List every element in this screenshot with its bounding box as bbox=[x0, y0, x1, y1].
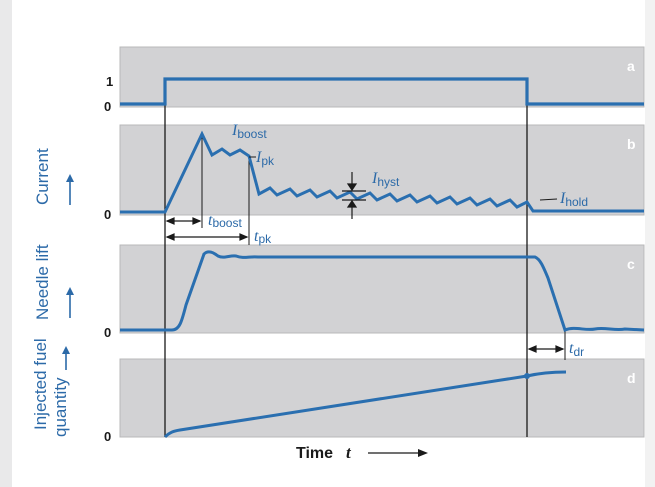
panel-a: a bbox=[119, 46, 645, 108]
current-trace bbox=[120, 130, 644, 214]
t-boost-label: tboost bbox=[208, 212, 242, 230]
needle-lift-axis-label: Needle lift bbox=[33, 244, 74, 320]
right-margin-strip bbox=[645, 0, 655, 487]
panel-c-tick-0: 0 bbox=[104, 325, 111, 340]
tboost-arrow bbox=[165, 217, 202, 225]
current-ylabel: Current bbox=[33, 148, 52, 205]
i-pk-label: Ipk bbox=[255, 149, 275, 168]
i-hyst-label: Ihyst bbox=[371, 170, 400, 189]
panel-b-tick-0: 0 bbox=[104, 207, 111, 222]
panel-b: b bbox=[119, 124, 645, 216]
fuel-quantity-ylabel-line1: Injected fuel bbox=[31, 338, 50, 430]
panel-c: c bbox=[119, 244, 645, 334]
left-margin-strip bbox=[0, 0, 12, 487]
panel-d-letter: d bbox=[627, 370, 636, 386]
i-hold-label: Ihold bbox=[559, 190, 588, 209]
panel-a-letter: a bbox=[627, 58, 635, 74]
needle-lift-trace bbox=[120, 250, 645, 332]
tpk-arrow bbox=[165, 233, 249, 241]
fuel-quantity-trace bbox=[163, 370, 567, 439]
panel-a-tick-1: 1 bbox=[106, 74, 113, 89]
fuel-quantity-ylabel-line2: quantity bbox=[51, 377, 70, 437]
current-axis-label: Current bbox=[33, 148, 74, 205]
i-boost-label: Iboost bbox=[231, 122, 267, 141]
needle-lift-ylabel: Needle lift bbox=[33, 244, 52, 320]
panel-b-letter: b bbox=[627, 136, 636, 152]
t-pk-label: tpk bbox=[254, 228, 272, 246]
time-label: Time bbox=[296, 445, 333, 462]
time-symbol: t bbox=[346, 443, 352, 462]
control-signal-trace bbox=[120, 77, 644, 106]
t-dr-label: tdr bbox=[569, 340, 584, 359]
panel-a-tick-0: 0 bbox=[104, 99, 111, 114]
panel-d-tick-0: 0 bbox=[104, 429, 111, 444]
fuel-quantity-axis-label: Injected fuel quantity bbox=[31, 338, 70, 437]
fuel-quantity-endpoint bbox=[524, 373, 530, 379]
time-axis-label: Time t bbox=[296, 443, 428, 462]
panel-c-letter: c bbox=[627, 256, 635, 272]
i-hold-leader bbox=[539, 198, 558, 201]
tdr-arrow bbox=[527, 345, 565, 353]
hysteresis-arrows bbox=[342, 172, 366, 219]
